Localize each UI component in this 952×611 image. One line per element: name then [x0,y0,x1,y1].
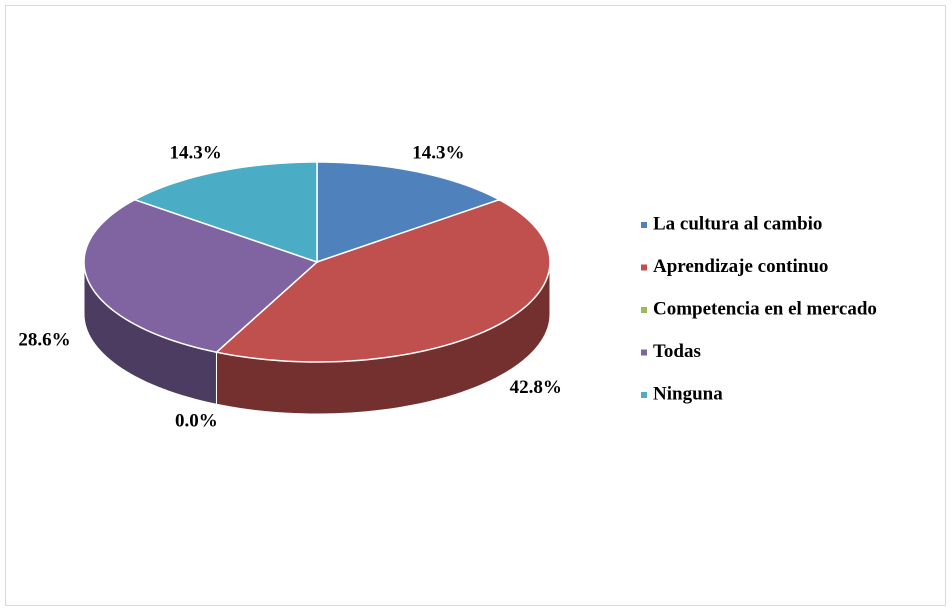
legend-swatch [641,392,647,398]
legend-label: Aprendizaje continuo [653,256,828,277]
pie-slice [132,161,318,264]
legend-swatch [641,349,647,356]
legend-label: La cultura al cambio [653,213,822,234]
legend-label: Todas [653,341,701,362]
data-label: 14.3% [412,142,464,163]
legend-label: Ninguna [653,383,723,404]
legend-label: Competencia en el mercado [653,298,877,319]
data-label: 42.8% [510,377,562,398]
data-label: 0.0% [175,411,218,432]
legend-swatch [641,222,647,228]
pie-slice [214,198,551,363]
legend-swatch [641,264,647,271]
pie-slice [83,198,319,354]
pie-slice [316,161,502,264]
legend-swatch [641,307,647,313]
data-label: 14.3% [169,142,221,163]
data-label: 28.6% [18,329,70,350]
